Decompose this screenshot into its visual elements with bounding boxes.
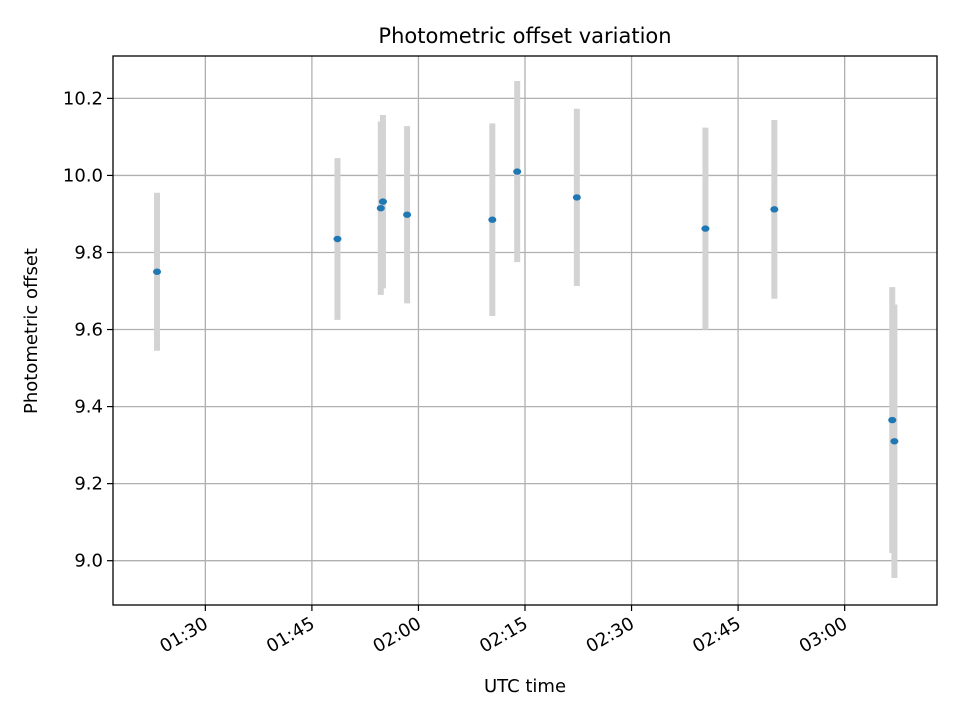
y-tick-label: 9.0 — [74, 551, 103, 572]
y-tick-label: 9.8 — [74, 242, 103, 263]
data-point — [376, 204, 385, 212]
data-point — [890, 438, 899, 445]
chart-title: Photometric offset variation — [378, 24, 671, 48]
y-tick-label: 9.2 — [74, 474, 103, 495]
x-tick-label: 03:00 — [796, 613, 851, 657]
y-tick-label: 9.4 — [74, 397, 103, 418]
data-point — [403, 211, 412, 218]
data-point — [333, 235, 342, 243]
x-tick-label: 01:45 — [263, 613, 318, 657]
x-axis-ticks: 01:30 01:45 02:00 02:15 02:30 02:45 03:00 — [156, 605, 851, 657]
data-point — [572, 194, 581, 201]
grid — [113, 56, 937, 605]
data-point — [770, 206, 779, 213]
data-point — [153, 268, 162, 275]
y-axis-ticks: 9.0 9.2 9.4 9.6 9.8 10.0 10.2 — [63, 88, 113, 572]
data-point — [378, 198, 387, 205]
data-point — [513, 168, 522, 175]
data-point — [888, 416, 897, 424]
x-tick-label: 01:30 — [156, 613, 211, 657]
data-point — [701, 225, 710, 232]
data-points — [153, 168, 899, 445]
x-axis-label: UTC time — [484, 676, 566, 697]
y-tick-label: 10.0 — [63, 165, 103, 186]
data-point — [488, 216, 497, 223]
x-tick-label: 02:15 — [476, 613, 531, 657]
y-tick-label: 10.2 — [63, 88, 103, 109]
y-tick-label: 9.6 — [74, 320, 103, 341]
x-tick-label: 02:45 — [689, 613, 744, 657]
y-axis-label: Photometric offset — [21, 248, 42, 414]
x-tick-label: 02:00 — [370, 613, 425, 657]
x-tick-label: 02:30 — [583, 613, 638, 657]
